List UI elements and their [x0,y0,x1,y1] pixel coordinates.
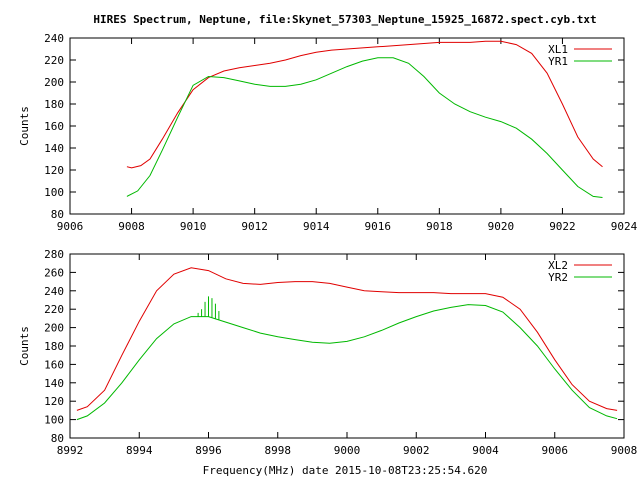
x-tick-label: 9016 [365,220,392,233]
plot-frame [69,253,625,439]
x-tick-label: 9006 [542,444,569,457]
bottom-panel: 80 100 120 140 160 180 200 220 240 260 280 8992 8994… [18,248,637,457]
y-tick-label: 240 [44,32,64,45]
x-tick-label: 9012 [241,220,268,233]
y-tick-label: 260 [44,266,64,279]
y-tick-label: 100 [44,414,64,427]
series-line-yr1 [126,57,603,198]
y-tick-label: 160 [44,120,64,133]
x-tick-label: 9006 [57,220,84,233]
y-tick-label: 160 [44,358,64,371]
y-tick-label: 120 [44,164,64,177]
legend-label-yr2: YR2 [548,271,568,284]
y-tick-label: 140 [44,142,64,155]
x-tick-label: 9014 [303,220,330,233]
y-tick-label: 180 [44,340,64,353]
y-tick-label: 80 [51,208,64,221]
legend-label-xl2: XL2 [548,259,568,272]
x-tick-label: 9024 [611,220,638,233]
legend-label-yr1: YR1 [548,55,568,68]
y-tick-label: 140 [44,377,64,390]
series-line-xl2 [76,267,618,411]
x-tick-label: 9002 [403,444,430,457]
y-tick-label: 220 [44,54,64,67]
y-tick-label: 280 [44,248,64,261]
plot-frame [69,37,625,215]
y-axis-label: Counts [18,106,31,146]
top-panel: 80 100 120 140 160 180 200 220 240 9006 9008 9010 90… [18,32,638,233]
x-tick-label: 9018 [426,220,453,233]
x-axis-label: Frequency(MHz) date 2015-10-08T23:25:54.… [203,464,488,477]
y-axis-label: Counts [18,326,31,366]
x-tick-label: 9000 [334,444,361,457]
y-tick-label: 240 [44,285,64,298]
legend-label-xl1: XL1 [548,43,568,56]
x-tick-label: 9008 [118,220,145,233]
x-tick-label: 8994 [126,444,153,457]
y-tick-label: 180 [44,98,64,111]
x-tick-label: 9022 [549,220,576,233]
x-tick-label: 9010 [180,220,207,233]
figure-title: HIRES Spectrum, Neptune, file:Skynet_573… [93,13,596,26]
x-tick-label: 8996 [195,444,222,457]
y-tick-label: 100 [44,186,64,199]
y-tick-label: 220 [44,303,64,316]
y-tick-label: 200 [44,76,64,89]
x-tick-label: 8992 [57,444,84,457]
y-tick-label: 120 [44,395,64,408]
series-line-yr2 [76,304,618,421]
x-tick-label: 9020 [488,220,515,233]
y-tick-label: 200 [44,322,64,335]
x-tick-label: 9004 [472,444,499,457]
x-tick-label: 8998 [265,444,292,457]
y-tick-label: 80 [51,432,64,445]
x-tick-label: 9008 [611,444,638,457]
